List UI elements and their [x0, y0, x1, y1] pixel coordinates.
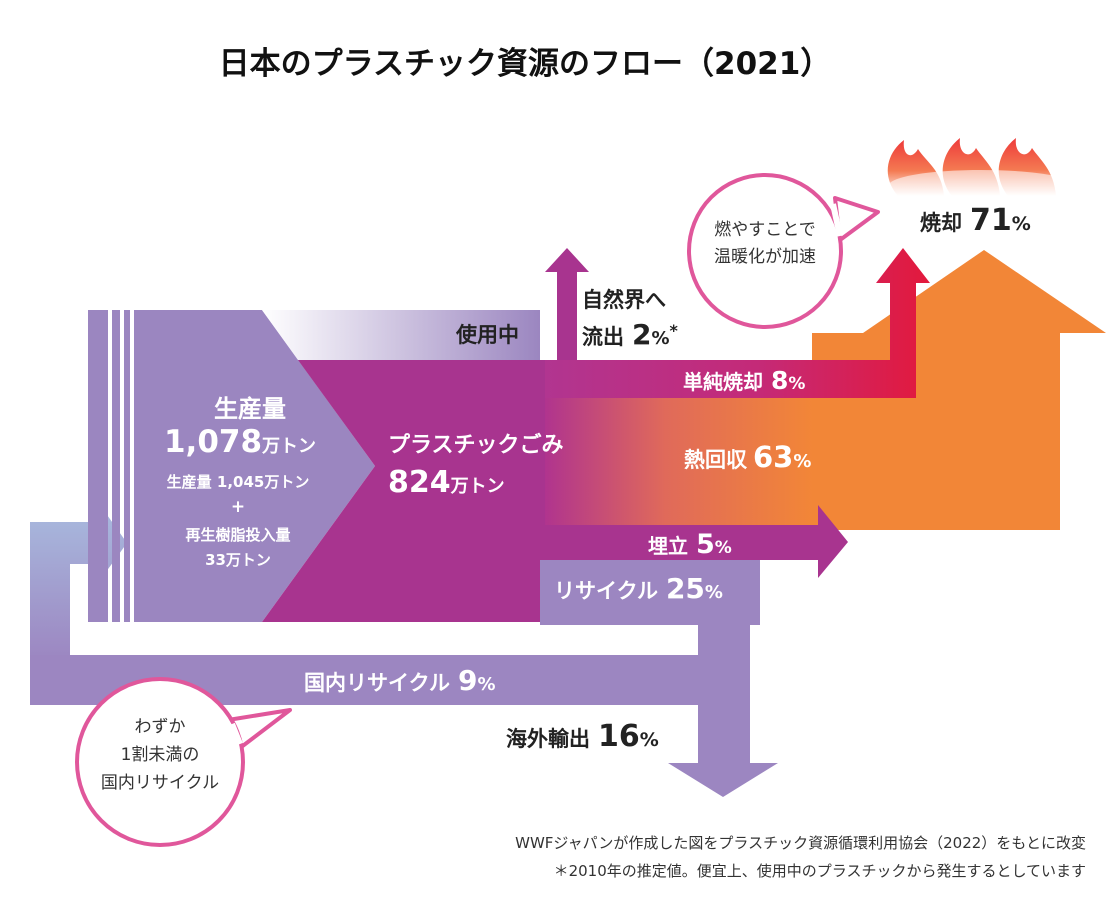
source-note: WWFジャパンが作成した図をプラスチック資源循環利用協会（2022）をもとに改変 — [515, 834, 1086, 852]
landfill-label: 埋立 — [648, 534, 688, 558]
nature-value: 2 — [632, 318, 651, 351]
landfill-unit: % — [715, 538, 732, 558]
recycle-export-arrow — [540, 560, 778, 797]
nature-asterisk: * — [670, 321, 679, 340]
incineration-total-value: 71 — [970, 203, 1012, 238]
heat-recovery-label: 熱回収 — [684, 448, 748, 472]
page-title: 日本のプラスチック資源のフロー（2021） — [219, 46, 832, 82]
landfill-value: 5 — [696, 529, 715, 560]
flame-icon — [887, 138, 1078, 200]
domestic-bubble-line1: わずか — [135, 717, 186, 737]
production-breakdown-2: 再生樹脂投入量 — [185, 526, 290, 544]
heat-recovery-unit: % — [793, 451, 811, 472]
simple-incineration-flow — [545, 248, 930, 398]
waste-value: 824 — [388, 465, 451, 500]
simple-incineration-unit: % — [788, 374, 805, 394]
recycle-unit: % — [705, 582, 723, 603]
heat-recovery-value: 63 — [753, 440, 793, 474]
warming-bubble-line1: 燃やすことで — [714, 220, 816, 240]
warming-bubble-line2: 温暖化が加速 — [714, 247, 816, 267]
production-heading: 生産量 — [214, 395, 286, 423]
export-text: 海外輸出 16% — [506, 719, 659, 754]
incineration-total-label: 焼却 — [920, 211, 962, 235]
nature-label-2: 流出 2%* — [582, 318, 679, 351]
heat-recovery-flow — [545, 398, 813, 530]
nature-unit: % — [651, 328, 669, 349]
export-unit: % — [640, 729, 659, 751]
simple-incineration-value: 8 — [771, 366, 788, 395]
domestic-recycle-flow — [30, 623, 750, 705]
heat-recovery-text: 熱回収 63% — [684, 440, 811, 474]
in-use-label: 使用中 — [455, 323, 519, 347]
nature-label-1: 自然界へ — [582, 288, 666, 312]
simple-incineration-label: 単純焼却 — [683, 370, 763, 394]
nature-label-2-text: 流出 — [582, 325, 624, 349]
recycle-text: リサイクル 25% — [554, 572, 723, 605]
domestic-speech-bubble — [75, 677, 292, 847]
waste-block — [262, 360, 550, 622]
incineration-total-arrow — [812, 250, 1106, 530]
production-breakdown-1: 生産量 1,045万トン — [167, 473, 310, 491]
warming-speech-bubble — [687, 173, 880, 329]
production-plus: + — [231, 497, 245, 517]
simple-incineration-text: 単純焼却 8% — [683, 366, 805, 395]
production-stripe — [124, 310, 130, 622]
production-total-value: 1,078 — [164, 424, 262, 460]
production-stripe — [112, 310, 120, 622]
recycle-label: リサイクル — [554, 579, 658, 603]
nature-flow-arrow — [545, 248, 589, 360]
export-label: 海外輸出 — [506, 727, 590, 751]
production-stripe — [88, 310, 108, 622]
recycle-value: 25 — [666, 572, 705, 605]
production-breakdown-3: 33万トン — [205, 551, 271, 569]
waste-total: 824万トン — [388, 465, 505, 500]
waste-label: プラスチックごみ — [388, 432, 564, 458]
domestic-recycle-value: 9 — [458, 664, 477, 697]
asterisk-note: ＊2010年の推定値。便宜上、使用中のプラスチックから発生するとしています — [554, 862, 1086, 880]
in-use-flow — [262, 310, 540, 360]
production-block — [134, 310, 375, 622]
landfill-text: 埋立 5% — [648, 529, 732, 560]
export-value: 16 — [598, 719, 640, 754]
landfill-arrow — [545, 505, 848, 578]
production-total-unit: 万トン — [261, 436, 316, 457]
domestic-recycle-text: 国内リサイクル 9% — [304, 664, 495, 697]
domestic-recycle-label: 国内リサイクル — [304, 671, 450, 695]
incineration-total-unit: % — [1012, 213, 1031, 235]
domestic-bubble-line3: 国内リサイクル — [101, 773, 219, 793]
domestic-recycle-unit: % — [477, 674, 495, 695]
domestic-bubble-line2: 1割未満の — [121, 745, 200, 765]
waste-unit: 万トン — [450, 476, 505, 497]
incineration-total-text: 焼却 71% — [920, 203, 1031, 238]
production-total: 1,078万トン — [164, 424, 316, 460]
